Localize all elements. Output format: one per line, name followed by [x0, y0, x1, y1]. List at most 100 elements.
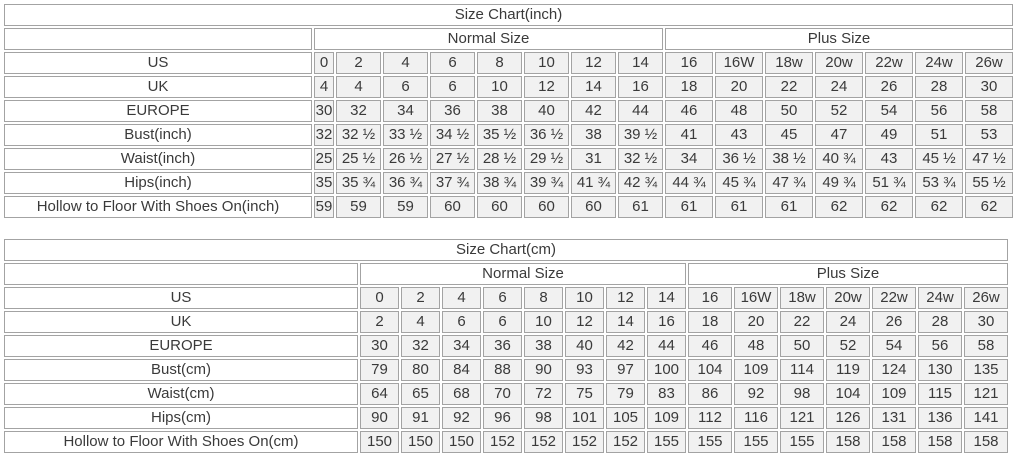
size-cell: 6 [483, 311, 522, 333]
size-cell: 104 [826, 383, 870, 405]
size-cell: 59 [314, 196, 334, 218]
size-cell: 65 [401, 383, 440, 405]
size-cell: 26 [865, 76, 913, 98]
size-cell: 41 [665, 124, 713, 146]
size-cell: 112 [688, 407, 732, 429]
size-cell: 32 [401, 335, 440, 357]
size-cell: 35 ¾ [336, 172, 381, 194]
size-cell: 79 [360, 359, 399, 381]
size-cell: 44 [618, 100, 663, 122]
size-cell: 61 [618, 196, 663, 218]
size-cell: 59 [383, 196, 428, 218]
size-cell: 31 [571, 148, 616, 170]
size-cell: 38 [524, 335, 563, 357]
size-cell: 39 ¾ [524, 172, 569, 194]
size-cell: 34 [442, 335, 481, 357]
table-row: EUROPE 30 32 34 36 38 40 42 44 46 48 50 52 54 56 58 [4, 335, 1008, 357]
size-cell: 48 [734, 335, 778, 357]
size-cell: 38 [571, 124, 616, 146]
size-cell: 34 [383, 100, 428, 122]
normal-size-header: Normal Size [360, 263, 686, 285]
size-cell: 52 [815, 100, 863, 122]
size-cell: 115 [918, 383, 962, 405]
size-cell: 34 [665, 148, 713, 170]
row-label: Hollow to Floor With Shoes On(inch) [4, 196, 312, 218]
size-cell: 47 ½ [965, 148, 1013, 170]
size-cell: 136 [918, 407, 962, 429]
size-cell: 97 [606, 359, 645, 381]
size-cell: 62 [915, 196, 963, 218]
size-cell: 4 [401, 311, 440, 333]
size-cell: 8 [477, 52, 522, 74]
size-cell: 90 [524, 359, 563, 381]
size-cell: 92 [442, 407, 481, 429]
size-cell: 24 [815, 76, 863, 98]
size-cell: 26 [872, 311, 916, 333]
size-cell: 109 [647, 407, 686, 429]
size-cell: 50 [780, 335, 824, 357]
size-cell: 36 [430, 100, 475, 122]
size-cell: 36 ½ [524, 124, 569, 146]
size-cell: 119 [826, 359, 870, 381]
size-cell: 41 ¾ [571, 172, 616, 194]
size-cell: 75 [565, 383, 604, 405]
size-cell: 51 [915, 124, 963, 146]
size-cell: 152 [524, 431, 563, 453]
size-cell: 54 [865, 100, 913, 122]
size-cell: 98 [524, 407, 563, 429]
size-cell: 158 [826, 431, 870, 453]
size-cell: 98 [780, 383, 824, 405]
table-title: Size Chart(cm) [4, 239, 1008, 261]
size-chart-inch-table: Size Chart(inch) Normal Size Plus Size US 0 2… [2, 2, 1015, 220]
size-cell: 93 [565, 359, 604, 381]
row-label: US [4, 287, 358, 309]
size-cell: 44 ¾ [665, 172, 713, 194]
row-label: Waist(inch) [4, 148, 312, 170]
size-cell: 155 [734, 431, 778, 453]
size-cell: 60 [524, 196, 569, 218]
size-cell: 30 [314, 100, 334, 122]
size-cell: 20w [815, 52, 863, 74]
size-cell: 60 [430, 196, 475, 218]
size-cell: 126 [826, 407, 870, 429]
size-cell: 10 [477, 76, 522, 98]
size-cell: 42 ¾ [618, 172, 663, 194]
table-row: Hollow to Floor With Shoes On(inch) 59 59 5… [4, 196, 1013, 218]
size-cell: 38 [477, 100, 522, 122]
size-cell: 48 [715, 100, 763, 122]
size-cell: 53 ¾ [915, 172, 963, 194]
blank-corner-cell [4, 263, 358, 285]
size-cell: 104 [688, 359, 732, 381]
size-cell: 6 [430, 52, 475, 74]
size-cell: 32 [314, 124, 334, 146]
size-cell: 12 [565, 311, 604, 333]
blank-corner-cell [4, 28, 312, 50]
size-cell: 6 [383, 76, 428, 98]
size-cell: 30 [964, 311, 1008, 333]
size-cell: 18 [688, 311, 732, 333]
size-cell: 124 [872, 359, 916, 381]
size-cell: 54 [872, 335, 916, 357]
size-cell: 47 ¾ [765, 172, 813, 194]
size-cell: 16W [734, 287, 778, 309]
size-cell: 38 ½ [765, 148, 813, 170]
size-cell: 61 [665, 196, 713, 218]
size-cell: 18 [665, 76, 713, 98]
size-cell: 20 [734, 311, 778, 333]
size-cell: 40 [565, 335, 604, 357]
size-cell: 158 [918, 431, 962, 453]
size-cell: 150 [442, 431, 481, 453]
size-cell: 116 [734, 407, 778, 429]
row-label: Waist(cm) [4, 383, 358, 405]
size-cell: 16 [688, 287, 732, 309]
size-cell: 43 [865, 148, 913, 170]
size-cell: 2 [336, 52, 381, 74]
size-cell: 35 ½ [477, 124, 522, 146]
size-cell: 32 ½ [336, 124, 381, 146]
size-cell: 158 [964, 431, 1008, 453]
size-cell: 4 [383, 52, 428, 74]
size-cell: 28 ½ [477, 148, 522, 170]
table-row: Bust(cm) 79 80 84 88 90 93 97 100 104 109 114 119 124… [4, 359, 1008, 381]
size-cell: 14 [606, 311, 645, 333]
